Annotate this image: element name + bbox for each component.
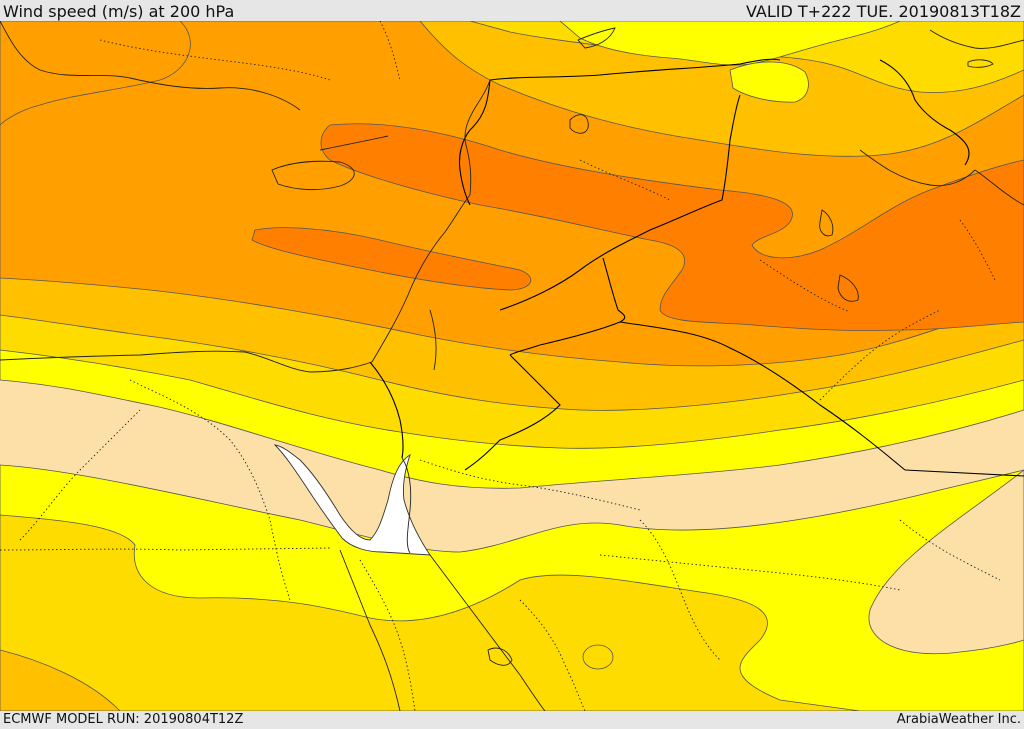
map-title: Wind speed (m/s) at 200 hPa — [3, 2, 235, 21]
wind-speed-map[interactable] — [0, 21, 1024, 711]
band-deep-orange-core — [320, 123, 1024, 331]
band-amber-sw — [0, 649, 121, 711]
valid-time: VALID T+222 TUE. 20190813T18Z — [745, 2, 1021, 21]
band-yellow-north-pocket — [729, 61, 809, 103]
band-gold-south — [0, 514, 861, 711]
country-borders — [369, 58, 1024, 477]
band-deep-orange-streak — [251, 227, 532, 291]
internal-boundaries — [0, 21, 1001, 711]
med-amber-patch — [0, 21, 191, 126]
gold-blob — [582, 644, 614, 670]
footer-bar: ECMWF MODEL RUN: 20190804T12Z ArabiaWeat… — [0, 711, 1024, 729]
band-peach-se — [868, 469, 1024, 655]
red-sea-water — [273, 444, 431, 556]
band-yellow-north-top — [559, 21, 901, 66]
header-bar: Wind speed (m/s) at 200 hPa VALID T+222 … — [0, 0, 1024, 21]
model-run-label: ECMWF MODEL RUN: 20190804T12Z — [3, 712, 244, 727]
brand-credit: ArabiaWeather Inc. — [896, 712, 1021, 727]
map-canvas — [0, 21, 1024, 711]
coastlines — [0, 21, 1024, 711]
